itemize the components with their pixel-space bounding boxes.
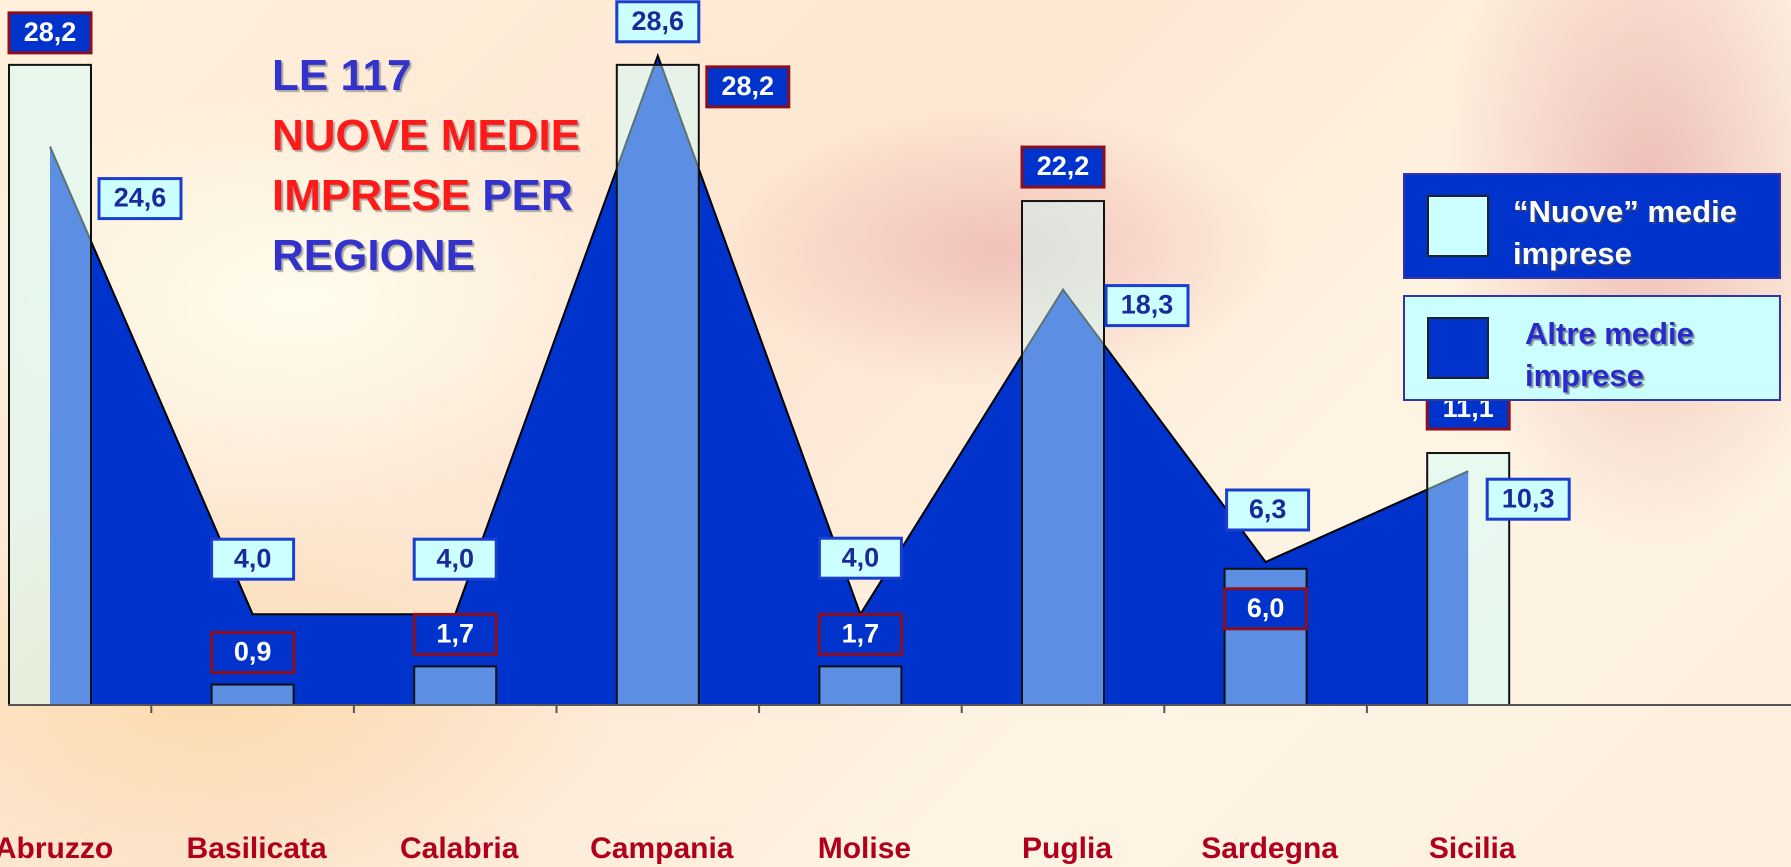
data-label-text: 28,2 — [722, 71, 775, 101]
x-tick-label: Molise — [818, 832, 911, 865]
x-tick-label: Campania — [590, 832, 734, 865]
data-label-box — [705, 65, 791, 109]
data-label-box — [210, 631, 296, 675]
chart-title: LE 117 NUOVE MEDIE IMPRESE PER REGIONE — [272, 46, 580, 286]
data-label: 18,3 — [1104, 284, 1190, 328]
data-label-box — [1485, 477, 1571, 521]
data-label-text: 10,3 — [1502, 483, 1555, 513]
data-label-box — [1104, 284, 1190, 328]
title-part: LE 117 — [272, 51, 412, 100]
data-label-box — [210, 537, 296, 581]
area — [50, 55, 1469, 705]
data-label-text: 1,7 — [842, 619, 880, 649]
data-label: 0,9 — [210, 631, 296, 675]
data-label-text: 4,0 — [842, 542, 880, 572]
data-label-box — [412, 612, 498, 656]
data-label-box — [817, 536, 903, 580]
data-label: 6,3 — [1225, 488, 1311, 532]
title-part: IMPRESE — [272, 171, 471, 220]
data-label: 22,2 — [1020, 145, 1106, 189]
data-label: 28,2 — [705, 65, 791, 109]
x-tick-label: Sardegna — [1201, 832, 1338, 865]
data-label-text: 0,9 — [234, 637, 272, 667]
title-part: PER — [482, 171, 573, 220]
data-label-box — [97, 177, 183, 221]
title-part: REGIONE — [272, 231, 475, 280]
legend-item: “Nuove” medie imprese — [1403, 173, 1781, 279]
x-tick-label: Calabria — [400, 832, 519, 865]
data-label-box — [1225, 488, 1311, 532]
data-label-text: 4,0 — [234, 543, 272, 573]
data-label-box — [412, 537, 498, 581]
data-label: 4,0 — [412, 537, 498, 581]
data-label: 6,0 — [1223, 587, 1309, 631]
legend-label: “Nuove” medie imprese — [1513, 194, 1737, 271]
data-label: 24,6 — [97, 177, 183, 221]
data-label-text: 1,7 — [436, 619, 474, 649]
bar — [818, 665, 903, 706]
x-tick-label: Sicilia — [1429, 832, 1516, 865]
data-label: 28,2 — [7, 11, 93, 55]
data-label-text: 24,6 — [114, 183, 167, 213]
data-label: 10,3 — [1485, 477, 1571, 521]
data-label-box — [7, 11, 93, 55]
data-label-text: 28,2 — [24, 17, 77, 47]
data-label: 11,1 — [1425, 387, 1511, 431]
bar — [1021, 200, 1105, 706]
data-label-text: 6,3 — [1249, 494, 1287, 524]
x-tick-label: Abruzzo — [0, 832, 113, 865]
x-tick-label: Puglia — [1022, 832, 1112, 865]
data-label-box — [615, 0, 701, 44]
legend-swatch — [1427, 195, 1489, 257]
data-label-box — [1020, 145, 1106, 189]
data-label: 1,7 — [817, 612, 903, 656]
legend-swatch — [1427, 317, 1489, 379]
data-label: 28,6 — [615, 0, 701, 44]
x-tick-label: Basilicata — [187, 832, 327, 865]
bar — [8, 63, 92, 707]
data-label-text: 28,6 — [632, 6, 685, 36]
data-label: 1,7 — [412, 612, 498, 656]
title-part: NUOVE MEDIE — [272, 111, 581, 160]
legend-item: Altre medie imprese — [1403, 295, 1781, 401]
data-label-text: 18,3 — [1121, 290, 1174, 320]
data-label-box — [1223, 587, 1309, 631]
data-label-text: 22,2 — [1037, 151, 1090, 181]
data-label-text: 6,0 — [1247, 593, 1285, 623]
data-label-text: 4,0 — [436, 543, 474, 573]
data-label-box — [817, 612, 903, 656]
data-label: 4,0 — [210, 537, 296, 581]
data-label: 4,0 — [817, 536, 903, 580]
legend-label: Altre medie imprese — [1525, 316, 1694, 393]
bar — [210, 683, 295, 707]
bar — [413, 665, 498, 706]
bar — [615, 63, 700, 707]
